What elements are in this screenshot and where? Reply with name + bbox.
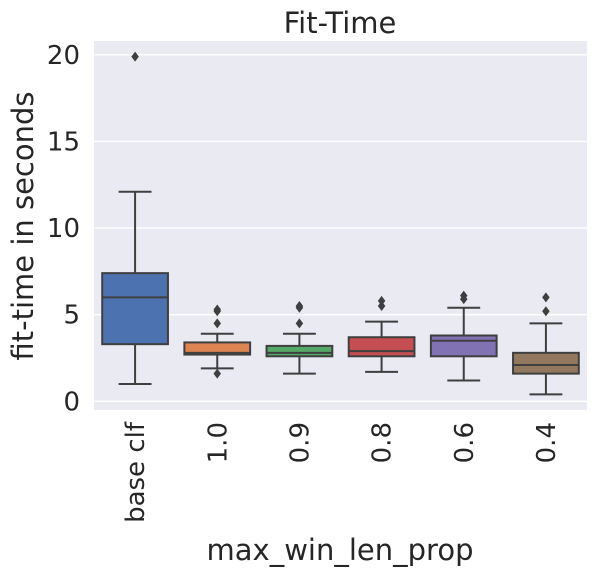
- plot-background: [94, 41, 587, 410]
- outlier-point: [542, 292, 550, 303]
- y-tick-labels: 0 5 10 15 20: [47, 41, 80, 417]
- outlier-point: [213, 368, 221, 379]
- box-0.6: [429, 290, 498, 382]
- iqr-box: [183, 341, 252, 356]
- outlier-point: [377, 295, 386, 306]
- outlier-point: [295, 302, 304, 313]
- x-tick-label: 0.6: [450, 422, 480, 463]
- x-tick-label: base clf: [121, 421, 151, 523]
- x-tick-labels: base clf 1.0 0.9 0.8 0.6 0.4: [121, 421, 562, 523]
- y-tick-label: 0: [63, 387, 80, 417]
- y-tick-label: 15: [47, 127, 80, 157]
- iqr-box: [265, 344, 334, 358]
- y-tick-label: 5: [63, 301, 80, 331]
- iqr-box: [347, 336, 416, 358]
- outlier-point: [213, 318, 221, 329]
- outlier-point: [131, 51, 139, 62]
- iqr-box: [512, 351, 580, 375]
- outlier-point: [542, 306, 550, 317]
- y-tick-label: 20: [47, 41, 80, 71]
- outlier-point: [460, 294, 468, 305]
- gridlines: [94, 54, 587, 403]
- x-tick-label: 0.9: [285, 422, 315, 463]
- x-tick-label: 0.8: [368, 422, 398, 463]
- y-tick-label: 10: [47, 214, 80, 244]
- outlier-point: [213, 306, 221, 317]
- iqr-box: [101, 272, 169, 346]
- boxes: [101, 51, 580, 396]
- y-axis-label: fit-time in seconds: [6, 91, 40, 360]
- box-base-clf: [101, 51, 169, 386]
- x-axis-label: max_win_len_prop: [207, 533, 474, 567]
- box-0.4: [512, 292, 580, 396]
- box-1.0: [183, 304, 252, 379]
- x-tick-label: 1.0: [203, 422, 233, 463]
- box-0.8: [347, 295, 416, 373]
- box-0.9: [265, 301, 334, 375]
- outlier-point: [295, 318, 304, 329]
- chart-title: Fit-Time: [284, 6, 397, 40]
- x-tick-label: 0.4: [532, 422, 562, 463]
- iqr-box: [429, 334, 498, 358]
- outlier-point: [377, 301, 386, 312]
